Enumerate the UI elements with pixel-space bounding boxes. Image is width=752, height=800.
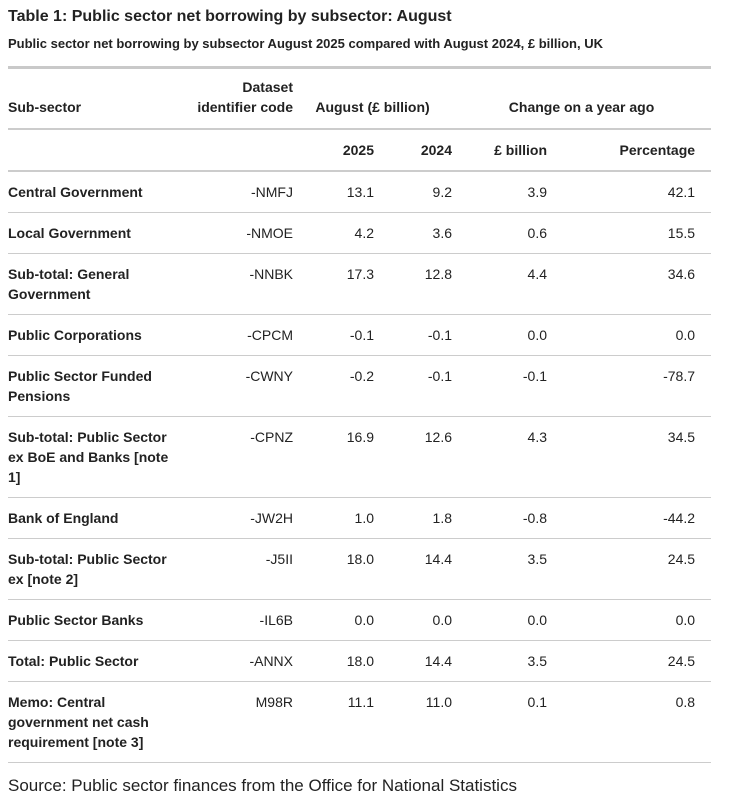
change-billion: 3.5 xyxy=(452,640,548,682)
table-row: Local Government -NMOE 4.2 3.6 0.6 15.5 xyxy=(8,212,712,254)
change-billion: 4.4 xyxy=(452,253,548,315)
row-label: Public Corporations xyxy=(8,314,180,356)
table-row: Sub-total: General Government -NNBK 17.3… xyxy=(8,253,712,315)
change-billion: 0.1 xyxy=(452,681,548,763)
change-billion: -0.1 xyxy=(452,355,548,417)
value-2024: 9.2 xyxy=(374,171,453,213)
table-row: Public Sector Funded Pensions -CWNY -0.2… xyxy=(8,355,712,417)
change-percentage: 0.0 xyxy=(547,314,712,356)
row-label: Memo: Central government net cash requir… xyxy=(8,681,180,763)
dataset-code: -CPNZ xyxy=(180,416,293,498)
value-2025: 17.3 xyxy=(293,253,374,315)
value-2024: 14.4 xyxy=(374,640,453,682)
dataset-code: -CPCM xyxy=(180,314,293,356)
change-billion: 3.9 xyxy=(452,171,548,213)
change-percentage: -78.7 xyxy=(547,355,712,417)
page-title: Table 1: Public sector net borrowing by … xyxy=(8,8,452,25)
dataset-code: -NMFJ xyxy=(180,171,293,213)
change-percentage: 34.6 xyxy=(547,253,712,315)
dataset-code: M98R xyxy=(180,681,293,763)
header-billion: £ billion xyxy=(452,129,548,172)
dataset-code: -J5II xyxy=(180,538,293,600)
value-2025: -0.2 xyxy=(293,355,374,417)
page-subtitle: Public sector net borrowing by subsector… xyxy=(8,36,603,51)
value-2024: 11.0 xyxy=(374,681,453,763)
row-label: Bank of England xyxy=(8,497,180,539)
header-august-group: August (£ billion) xyxy=(293,67,453,130)
dataset-code: -ANNX xyxy=(180,640,293,682)
table-row: Public Sector Banks -IL6B 0.0 0.0 0.0 0.… xyxy=(8,599,712,641)
table-body: Central Government -NMFJ 13.1 9.2 3.9 42… xyxy=(8,171,712,763)
change-percentage: 15.5 xyxy=(547,212,712,254)
value-2025: 11.1 xyxy=(293,681,374,763)
header-percentage: Percentage xyxy=(547,129,712,172)
value-2025: 4.2 xyxy=(293,212,374,254)
dataset-code: -CWNY xyxy=(180,355,293,417)
header-empty-1 xyxy=(8,129,180,172)
header-group-row: Sub-sector Dataset identifier code Augus… xyxy=(8,67,712,130)
change-percentage: 0.0 xyxy=(547,599,712,641)
table-header: Sub-sector Dataset identifier code Augus… xyxy=(8,67,712,172)
table-row: Central Government -NMFJ 13.1 9.2 3.9 42… xyxy=(8,171,712,213)
dataset-code: -NNBK xyxy=(180,253,293,315)
change-percentage: 42.1 xyxy=(547,171,712,213)
header-empty-2 xyxy=(180,129,293,172)
value-2024: 14.4 xyxy=(374,538,453,600)
change-billion: 4.3 xyxy=(452,416,548,498)
change-billion: 0.0 xyxy=(452,599,548,641)
dataset-code: -NMOE xyxy=(180,212,293,254)
dataset-code: -IL6B xyxy=(180,599,293,641)
header-columns-row: 2025 2024 £ billion Percentage xyxy=(8,129,712,172)
value-2024: 12.8 xyxy=(374,253,453,315)
change-percentage: 24.5 xyxy=(547,640,712,682)
dataset-code: -JW2H xyxy=(180,497,293,539)
row-label: Public Sector Funded Pensions xyxy=(8,355,180,417)
value-2024: 12.6 xyxy=(374,416,453,498)
header-sub-sector: Sub-sector xyxy=(8,67,180,130)
change-percentage: -44.2 xyxy=(547,497,712,539)
table-row: Memo: Central government net cash requir… xyxy=(8,681,712,763)
change-billion: 3.5 xyxy=(452,538,548,600)
value-2024: 3.6 xyxy=(374,212,453,254)
borrowing-table: Sub-sector Dataset identifier code Augus… xyxy=(8,66,712,763)
row-label: Sub-total: Public Sector ex BoE and Bank… xyxy=(8,416,180,498)
value-2024: -0.1 xyxy=(374,355,453,417)
value-2025: 16.9 xyxy=(293,416,374,498)
table-row: Sub-total: Public Sector ex [note 2] -J5… xyxy=(8,538,712,600)
header-change-group: Change on a year ago xyxy=(452,67,712,130)
table-row: Total: Public Sector -ANNX 18.0 14.4 3.5… xyxy=(8,640,712,682)
row-label: Total: Public Sector xyxy=(8,640,180,682)
change-billion: 0.6 xyxy=(452,212,548,254)
change-billion: 0.0 xyxy=(452,314,548,356)
table-row: Bank of England -JW2H 1.0 1.8 -0.8 -44.2 xyxy=(8,497,712,539)
table-row: Sub-total: Public Sector ex BoE and Bank… xyxy=(8,416,712,498)
header-2025: 2025 xyxy=(293,129,374,172)
change-percentage: 0.8 xyxy=(547,681,712,763)
value-2024: -0.1 xyxy=(374,314,453,356)
value-2025: 13.1 xyxy=(293,171,374,213)
source-line: Source: Public sector finances from the … xyxy=(8,776,517,795)
value-2025: 18.0 xyxy=(293,538,374,600)
header-dataset-code: Dataset identifier code xyxy=(180,67,293,130)
table-row: Public Corporations -CPCM -0.1 -0.1 0.0 … xyxy=(8,314,712,356)
row-label: Central Government xyxy=(8,171,180,213)
row-label: Sub-total: Public Sector ex [note 2] xyxy=(8,538,180,600)
header-2024: 2024 xyxy=(374,129,453,172)
value-2025: 0.0 xyxy=(293,599,374,641)
value-2024: 1.8 xyxy=(374,497,453,539)
value-2025: 18.0 xyxy=(293,640,374,682)
change-billion: -0.8 xyxy=(452,497,548,539)
value-2025: 1.0 xyxy=(293,497,374,539)
row-label: Public Sector Banks xyxy=(8,599,180,641)
value-2024: 0.0 xyxy=(374,599,453,641)
row-label: Local Government xyxy=(8,212,180,254)
change-percentage: 24.5 xyxy=(547,538,712,600)
row-label: Sub-total: General Government xyxy=(8,253,180,315)
change-percentage: 34.5 xyxy=(547,416,712,498)
value-2025: -0.1 xyxy=(293,314,374,356)
